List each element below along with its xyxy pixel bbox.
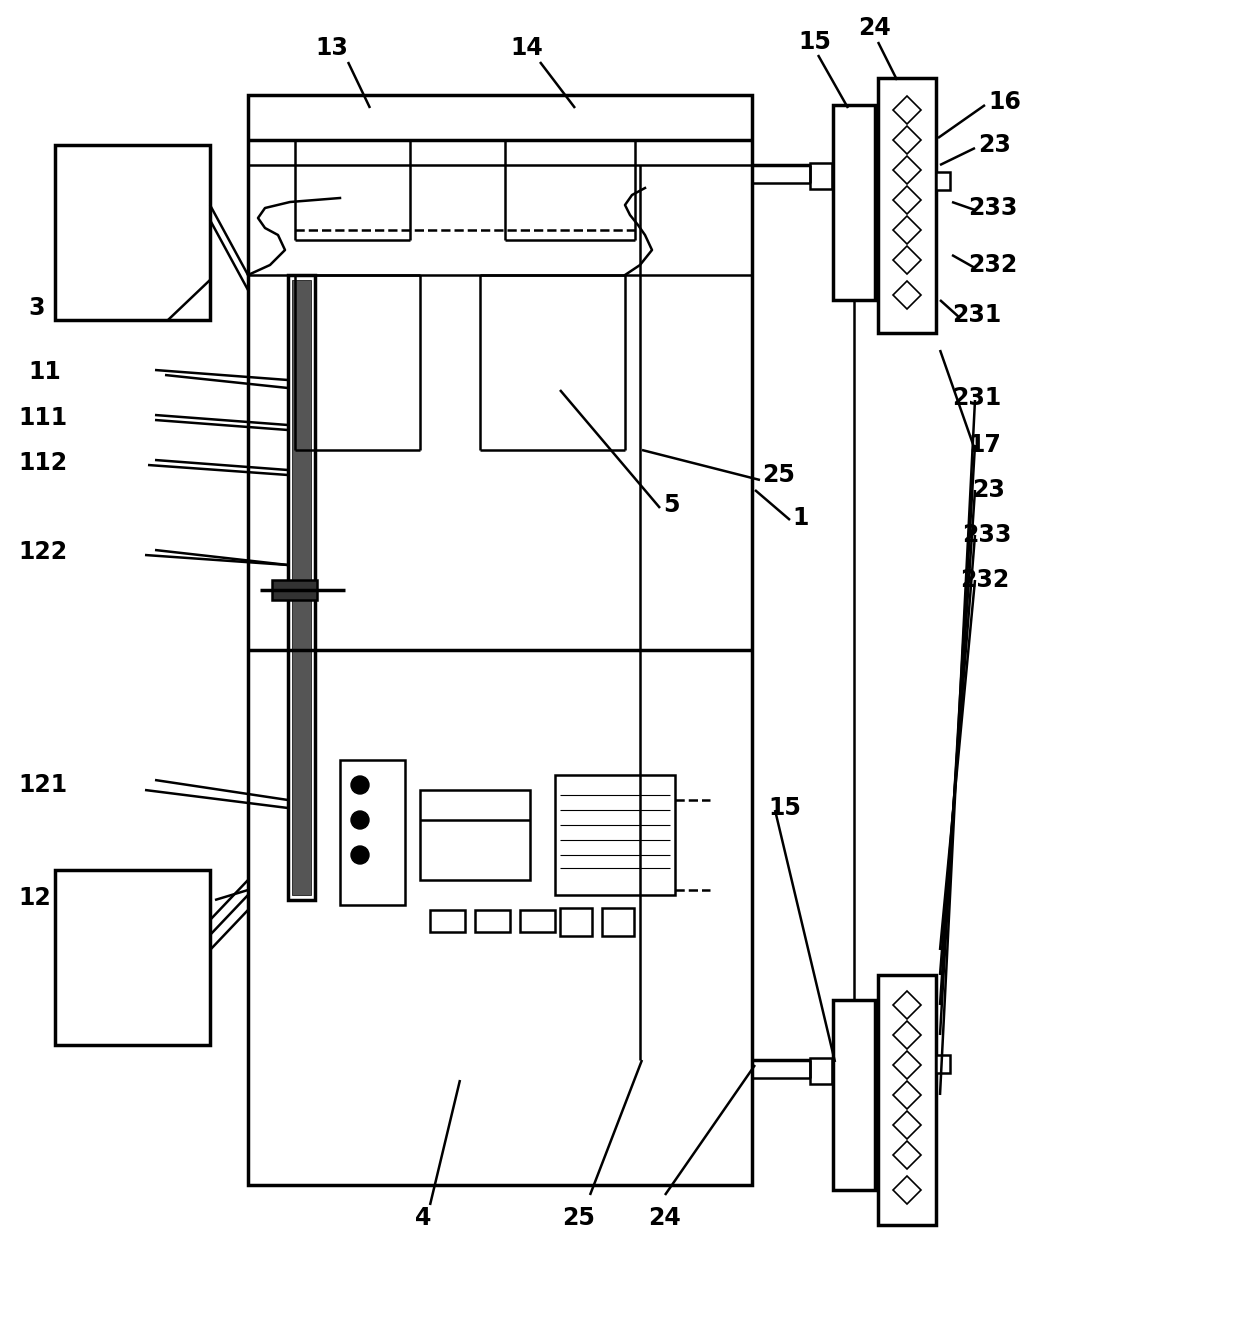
Text: 3: 3 xyxy=(29,295,45,321)
Text: 111: 111 xyxy=(19,406,67,430)
Text: 11: 11 xyxy=(29,360,61,384)
Bar xyxy=(248,95,751,1184)
Bar xyxy=(560,907,591,936)
Bar xyxy=(878,78,936,332)
Bar xyxy=(420,790,529,880)
Polygon shape xyxy=(893,991,921,1020)
Text: 233: 233 xyxy=(968,197,1017,220)
Text: 121: 121 xyxy=(19,773,67,797)
Polygon shape xyxy=(893,281,921,309)
Polygon shape xyxy=(893,127,921,154)
Text: 232: 232 xyxy=(968,253,1017,277)
Bar xyxy=(810,1058,832,1084)
Text: 232: 232 xyxy=(960,568,1009,592)
Circle shape xyxy=(351,811,370,830)
Bar xyxy=(430,910,465,933)
Text: 17: 17 xyxy=(968,433,1001,456)
Polygon shape xyxy=(893,1021,921,1049)
Polygon shape xyxy=(893,1111,921,1140)
Polygon shape xyxy=(893,1082,921,1109)
Polygon shape xyxy=(893,216,921,244)
Circle shape xyxy=(351,776,370,794)
Bar xyxy=(833,1000,875,1190)
Text: 15: 15 xyxy=(768,795,801,820)
Text: 25: 25 xyxy=(763,463,795,487)
Text: 231: 231 xyxy=(952,303,1001,327)
Text: 23: 23 xyxy=(978,133,1011,157)
Bar xyxy=(833,106,875,299)
Bar xyxy=(475,910,510,933)
Bar xyxy=(55,145,210,321)
Bar xyxy=(291,280,311,896)
Circle shape xyxy=(351,845,370,864)
Text: 25: 25 xyxy=(562,1206,595,1231)
Polygon shape xyxy=(893,96,921,124)
Text: 1: 1 xyxy=(792,506,808,530)
Text: 13: 13 xyxy=(315,36,348,59)
Text: 233: 233 xyxy=(962,524,1012,547)
Text: 122: 122 xyxy=(19,539,67,565)
Polygon shape xyxy=(893,156,921,183)
Bar xyxy=(272,580,317,600)
Bar xyxy=(55,871,210,1045)
Polygon shape xyxy=(893,1177,921,1204)
Text: 24: 24 xyxy=(858,16,890,40)
Bar xyxy=(601,907,634,936)
Bar xyxy=(878,975,936,1225)
Text: 14: 14 xyxy=(510,36,543,59)
Polygon shape xyxy=(893,1141,921,1169)
Bar xyxy=(936,171,950,190)
Polygon shape xyxy=(893,1051,921,1079)
Text: 16: 16 xyxy=(988,90,1021,113)
Polygon shape xyxy=(893,247,921,274)
Text: 15: 15 xyxy=(799,30,831,54)
Bar xyxy=(936,1055,950,1072)
Text: 231: 231 xyxy=(952,386,1001,410)
Polygon shape xyxy=(893,186,921,214)
Text: 12: 12 xyxy=(19,886,51,910)
Bar xyxy=(288,274,315,900)
Text: 24: 24 xyxy=(649,1206,681,1231)
Text: 23: 23 xyxy=(972,477,1004,503)
Text: 112: 112 xyxy=(19,451,67,475)
Bar xyxy=(810,164,832,189)
Bar xyxy=(340,760,405,905)
Bar xyxy=(556,776,675,896)
Text: 4: 4 xyxy=(415,1206,432,1231)
Text: 5: 5 xyxy=(663,493,680,517)
Bar xyxy=(520,910,556,933)
